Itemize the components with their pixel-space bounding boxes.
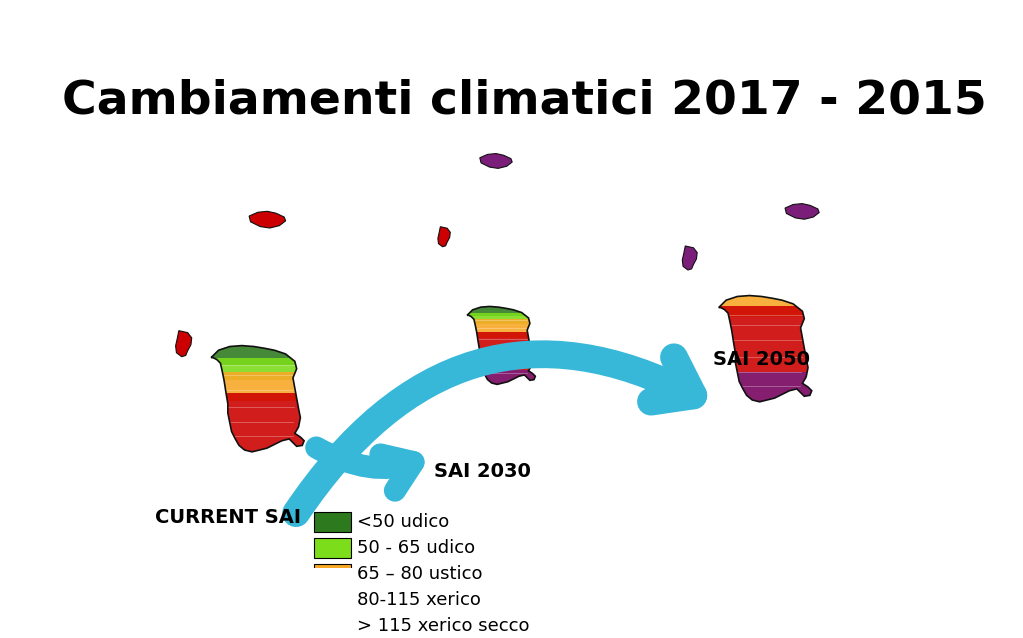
FancyBboxPatch shape — [314, 590, 351, 610]
Polygon shape — [785, 204, 819, 219]
Text: SAI 2030: SAI 2030 — [434, 462, 531, 481]
Polygon shape — [670, 372, 856, 402]
Text: 65 – 80 ustico: 65 – 80 ustico — [357, 565, 483, 583]
Polygon shape — [438, 226, 450, 247]
Polygon shape — [211, 346, 304, 452]
FancyBboxPatch shape — [314, 512, 351, 531]
Polygon shape — [432, 370, 568, 384]
Text: 80-115 xerico: 80-115 xerico — [357, 591, 481, 609]
FancyBboxPatch shape — [314, 616, 351, 636]
Polygon shape — [163, 359, 349, 380]
FancyArrowPatch shape — [316, 447, 413, 491]
Polygon shape — [163, 372, 349, 401]
Text: > 115 xerico secco: > 115 xerico secco — [357, 618, 530, 635]
Polygon shape — [432, 319, 568, 338]
Polygon shape — [670, 295, 856, 317]
Polygon shape — [250, 211, 285, 228]
Text: CURRENT SAI: CURRENT SAI — [155, 508, 301, 527]
Polygon shape — [176, 330, 191, 357]
Polygon shape — [682, 246, 698, 270]
Text: Cambiamenti climatici 2017 - 2015: Cambiamenti climatici 2017 - 2015 — [62, 78, 987, 124]
Polygon shape — [432, 306, 568, 316]
Polygon shape — [432, 313, 568, 323]
Polygon shape — [670, 306, 856, 402]
Text: 50 - 65 udico: 50 - 65 udico — [357, 539, 476, 557]
Polygon shape — [432, 332, 568, 384]
Polygon shape — [163, 394, 349, 452]
FancyArrowPatch shape — [296, 354, 694, 513]
Polygon shape — [719, 295, 811, 402]
FancyBboxPatch shape — [314, 538, 351, 558]
Text: <50 udico: <50 udico — [357, 512, 449, 531]
Text: SAI 2050: SAI 2050 — [713, 350, 810, 369]
Polygon shape — [468, 306, 535, 384]
Polygon shape — [163, 346, 349, 365]
FancyBboxPatch shape — [314, 564, 351, 584]
Polygon shape — [480, 154, 513, 168]
